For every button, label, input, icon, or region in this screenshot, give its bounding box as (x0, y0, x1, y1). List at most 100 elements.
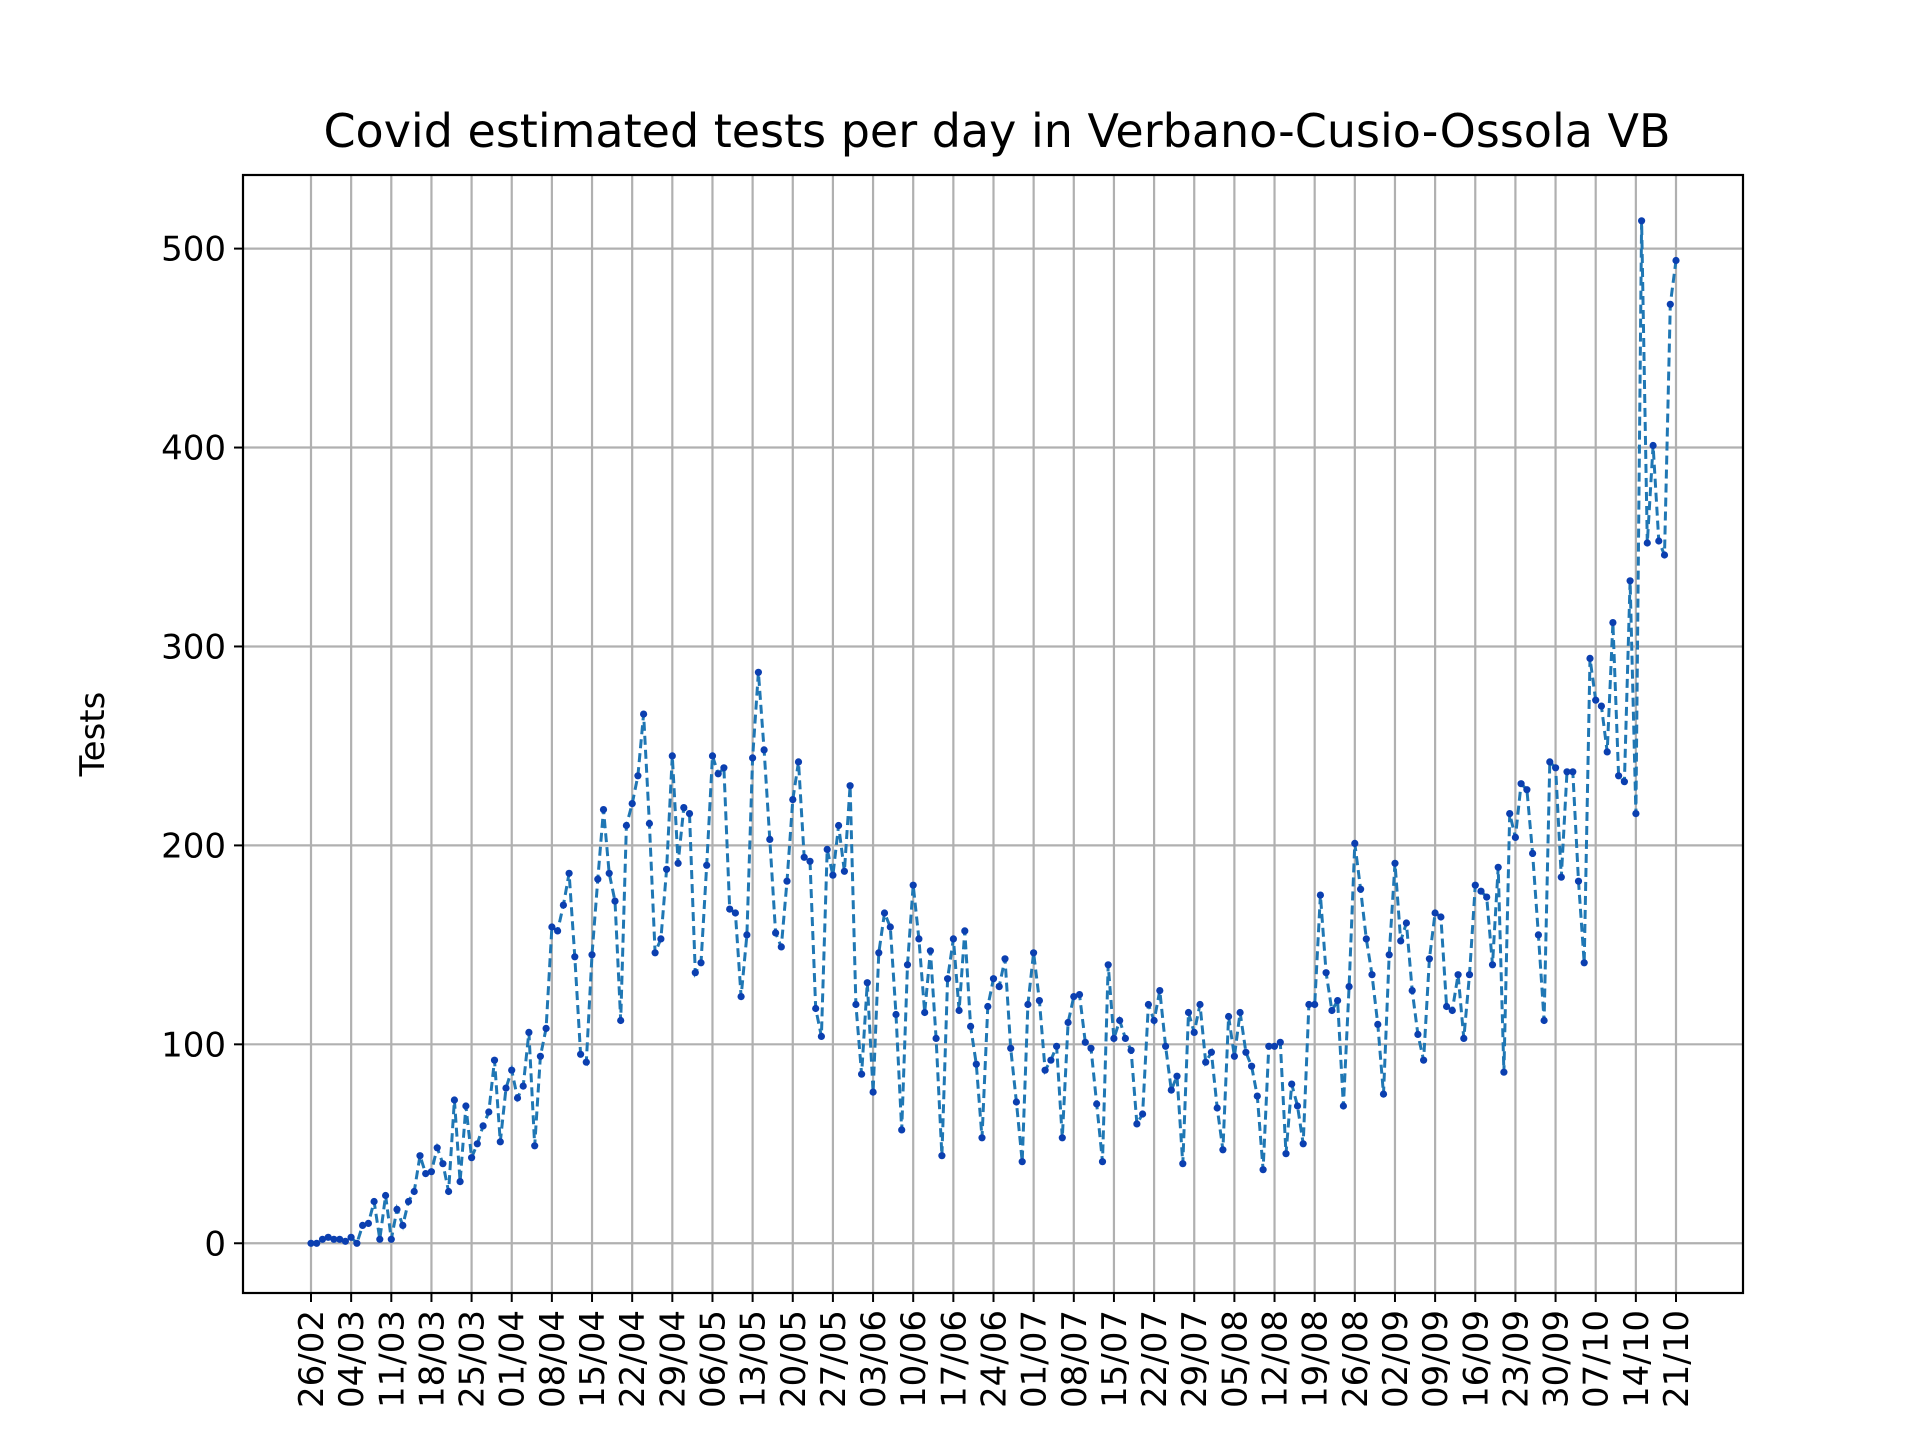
data-point (605, 869, 613, 877)
data-point (726, 905, 734, 913)
data-point (1488, 961, 1497, 969)
data-point (1322, 969, 1330, 977)
data-point (1511, 833, 1519, 842)
data-point (1483, 893, 1491, 901)
x-tick-label: 05/08 (1215, 1310, 1255, 1408)
data-point (1139, 1110, 1147, 1118)
data-point (307, 1239, 315, 1247)
data-point (1276, 1038, 1284, 1046)
data-point (1529, 849, 1537, 858)
x-tick-label: 24/06 (975, 1310, 1015, 1408)
data-point (989, 975, 998, 983)
data-point (1666, 300, 1674, 308)
data-point (462, 1102, 470, 1110)
x-tick-label: 25/03 (453, 1310, 493, 1408)
data-point (1121, 1034, 1129, 1042)
data-point (588, 951, 596, 959)
data-point (1150, 1016, 1158, 1025)
x-tick-label: 06/05 (693, 1310, 733, 1408)
data-point (1087, 1044, 1095, 1052)
data-point (1408, 987, 1416, 995)
data-point (1007, 1044, 1015, 1052)
data-point (473, 1140, 481, 1148)
x-tick-label: 15/07 (1095, 1310, 1135, 1408)
data-point (926, 947, 935, 955)
x-tick-label: 26/02 (292, 1310, 332, 1408)
data-point (382, 1191, 390, 1200)
data-point (1213, 1104, 1221, 1112)
data-point (777, 943, 785, 951)
data-point (1339, 1102, 1347, 1110)
data-point (565, 869, 573, 877)
data-point (427, 1168, 435, 1176)
data-point (720, 764, 728, 772)
data-point (513, 1094, 522, 1102)
data-point (1305, 1000, 1313, 1009)
data-point (1167, 1086, 1175, 1094)
data-point (703, 861, 711, 869)
data-point (622, 821, 631, 830)
data-point (536, 1052, 545, 1060)
data-point (1345, 983, 1353, 991)
y-tick-label: 0 (204, 1224, 226, 1264)
data-point (1477, 887, 1485, 895)
data-point (743, 931, 751, 939)
data-point (542, 1024, 550, 1032)
x-tick-label: 30/09 (1537, 1310, 1577, 1408)
series-markers (307, 217, 1680, 1247)
data-point (1534, 931, 1542, 939)
data-point (1230, 1052, 1238, 1060)
data-point (485, 1108, 493, 1116)
chart-title: Covid estimated tests per day in Verbano… (323, 104, 1670, 158)
data-point (531, 1142, 539, 1150)
data-point (1259, 1166, 1267, 1174)
data-point (519, 1082, 527, 1090)
data-point (708, 752, 717, 760)
plot-frame (241, 173, 1745, 1295)
data-point (903, 961, 912, 969)
data-point (1397, 937, 1405, 945)
data-point (1552, 764, 1560, 772)
x-tick-label: 03/06 (854, 1310, 894, 1408)
data-point (921, 1008, 929, 1017)
data-point (548, 923, 556, 931)
data-point (1075, 991, 1084, 999)
data-point (1523, 786, 1531, 794)
data-point (1465, 971, 1474, 979)
x-tick-label: 22/04 (613, 1310, 653, 1408)
data-point (559, 901, 568, 909)
data-point (1672, 256, 1680, 265)
data-point (594, 875, 602, 883)
data-point (1620, 778, 1628, 786)
x-tick-label: 22/07 (1135, 1310, 1175, 1408)
data-point (525, 1028, 533, 1036)
x-tick-label: 21/10 (1657, 1310, 1697, 1408)
data-point (1116, 1016, 1124, 1025)
data-point (1649, 441, 1657, 450)
x-tick-label: 20/05 (774, 1310, 814, 1408)
data-point (496, 1138, 504, 1146)
data-point (1041, 1066, 1049, 1074)
data-point (1368, 971, 1376, 979)
data-point (330, 1235, 338, 1243)
data-point (932, 1034, 940, 1042)
data-point (984, 1002, 992, 1011)
data-point (846, 782, 854, 790)
data-point (840, 867, 849, 875)
data-point (1184, 1008, 1193, 1017)
data-point (944, 975, 952, 983)
data-point (387, 1235, 395, 1243)
data-point (456, 1178, 464, 1186)
data-point (1334, 997, 1342, 1005)
data-point (783, 877, 791, 885)
data-point (938, 1152, 946, 1160)
data-point (1162, 1042, 1170, 1050)
data-point (571, 953, 579, 961)
data-point (1425, 955, 1433, 963)
data-point (800, 853, 808, 861)
data-point (1058, 1134, 1066, 1142)
x-tick-label: 08/04 (533, 1310, 573, 1408)
x-tick-label: 01/07 (1015, 1310, 1055, 1408)
data-point (806, 857, 814, 865)
data-point (1626, 577, 1634, 585)
